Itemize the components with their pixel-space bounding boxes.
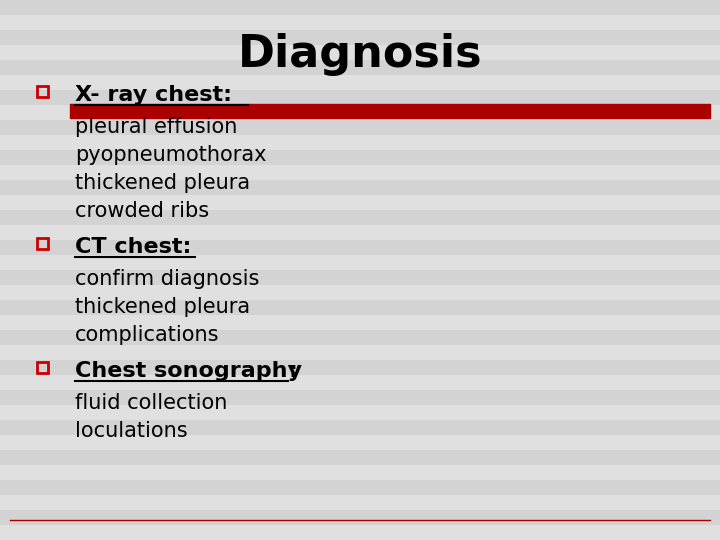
Bar: [0, 90, 720, 105]
Bar: [0, 510, 720, 525]
Bar: [37, 362, 48, 373]
Bar: [0, 450, 720, 465]
Bar: [0, 120, 720, 135]
Text: CT chest:: CT chest:: [75, 237, 192, 257]
Bar: [0, 480, 720, 495]
Bar: [0, 420, 720, 435]
Text: thickened pleura: thickened pleura: [75, 297, 250, 317]
Text: :: :: [288, 361, 297, 381]
Text: confirm diagnosis: confirm diagnosis: [75, 269, 259, 289]
Bar: [37, 86, 48, 97]
Text: pyopneumothorax: pyopneumothorax: [75, 145, 266, 165]
Bar: [37, 238, 48, 249]
Bar: [0, 360, 720, 375]
Bar: [0, 240, 720, 255]
Bar: [0, 210, 720, 225]
Text: pleural effusion: pleural effusion: [75, 117, 238, 137]
Text: fluid collection: fluid collection: [75, 393, 228, 413]
Bar: [0, 0, 720, 15]
Bar: [0, 390, 720, 405]
Bar: [0, 150, 720, 165]
Bar: [0, 180, 720, 195]
Bar: [0, 60, 720, 75]
Bar: [0, 330, 720, 345]
Text: complications: complications: [75, 325, 220, 345]
Text: Chest sonography: Chest sonography: [75, 361, 302, 381]
Bar: [0, 30, 720, 45]
Text: loculations: loculations: [75, 421, 188, 441]
Text: crowded ribs: crowded ribs: [75, 201, 209, 221]
Text: Diagnosis: Diagnosis: [238, 33, 482, 77]
Bar: [0, 300, 720, 315]
Text: X- ray chest:: X- ray chest:: [75, 85, 232, 105]
Bar: [0, 270, 720, 285]
Text: thickened pleura: thickened pleura: [75, 173, 250, 193]
